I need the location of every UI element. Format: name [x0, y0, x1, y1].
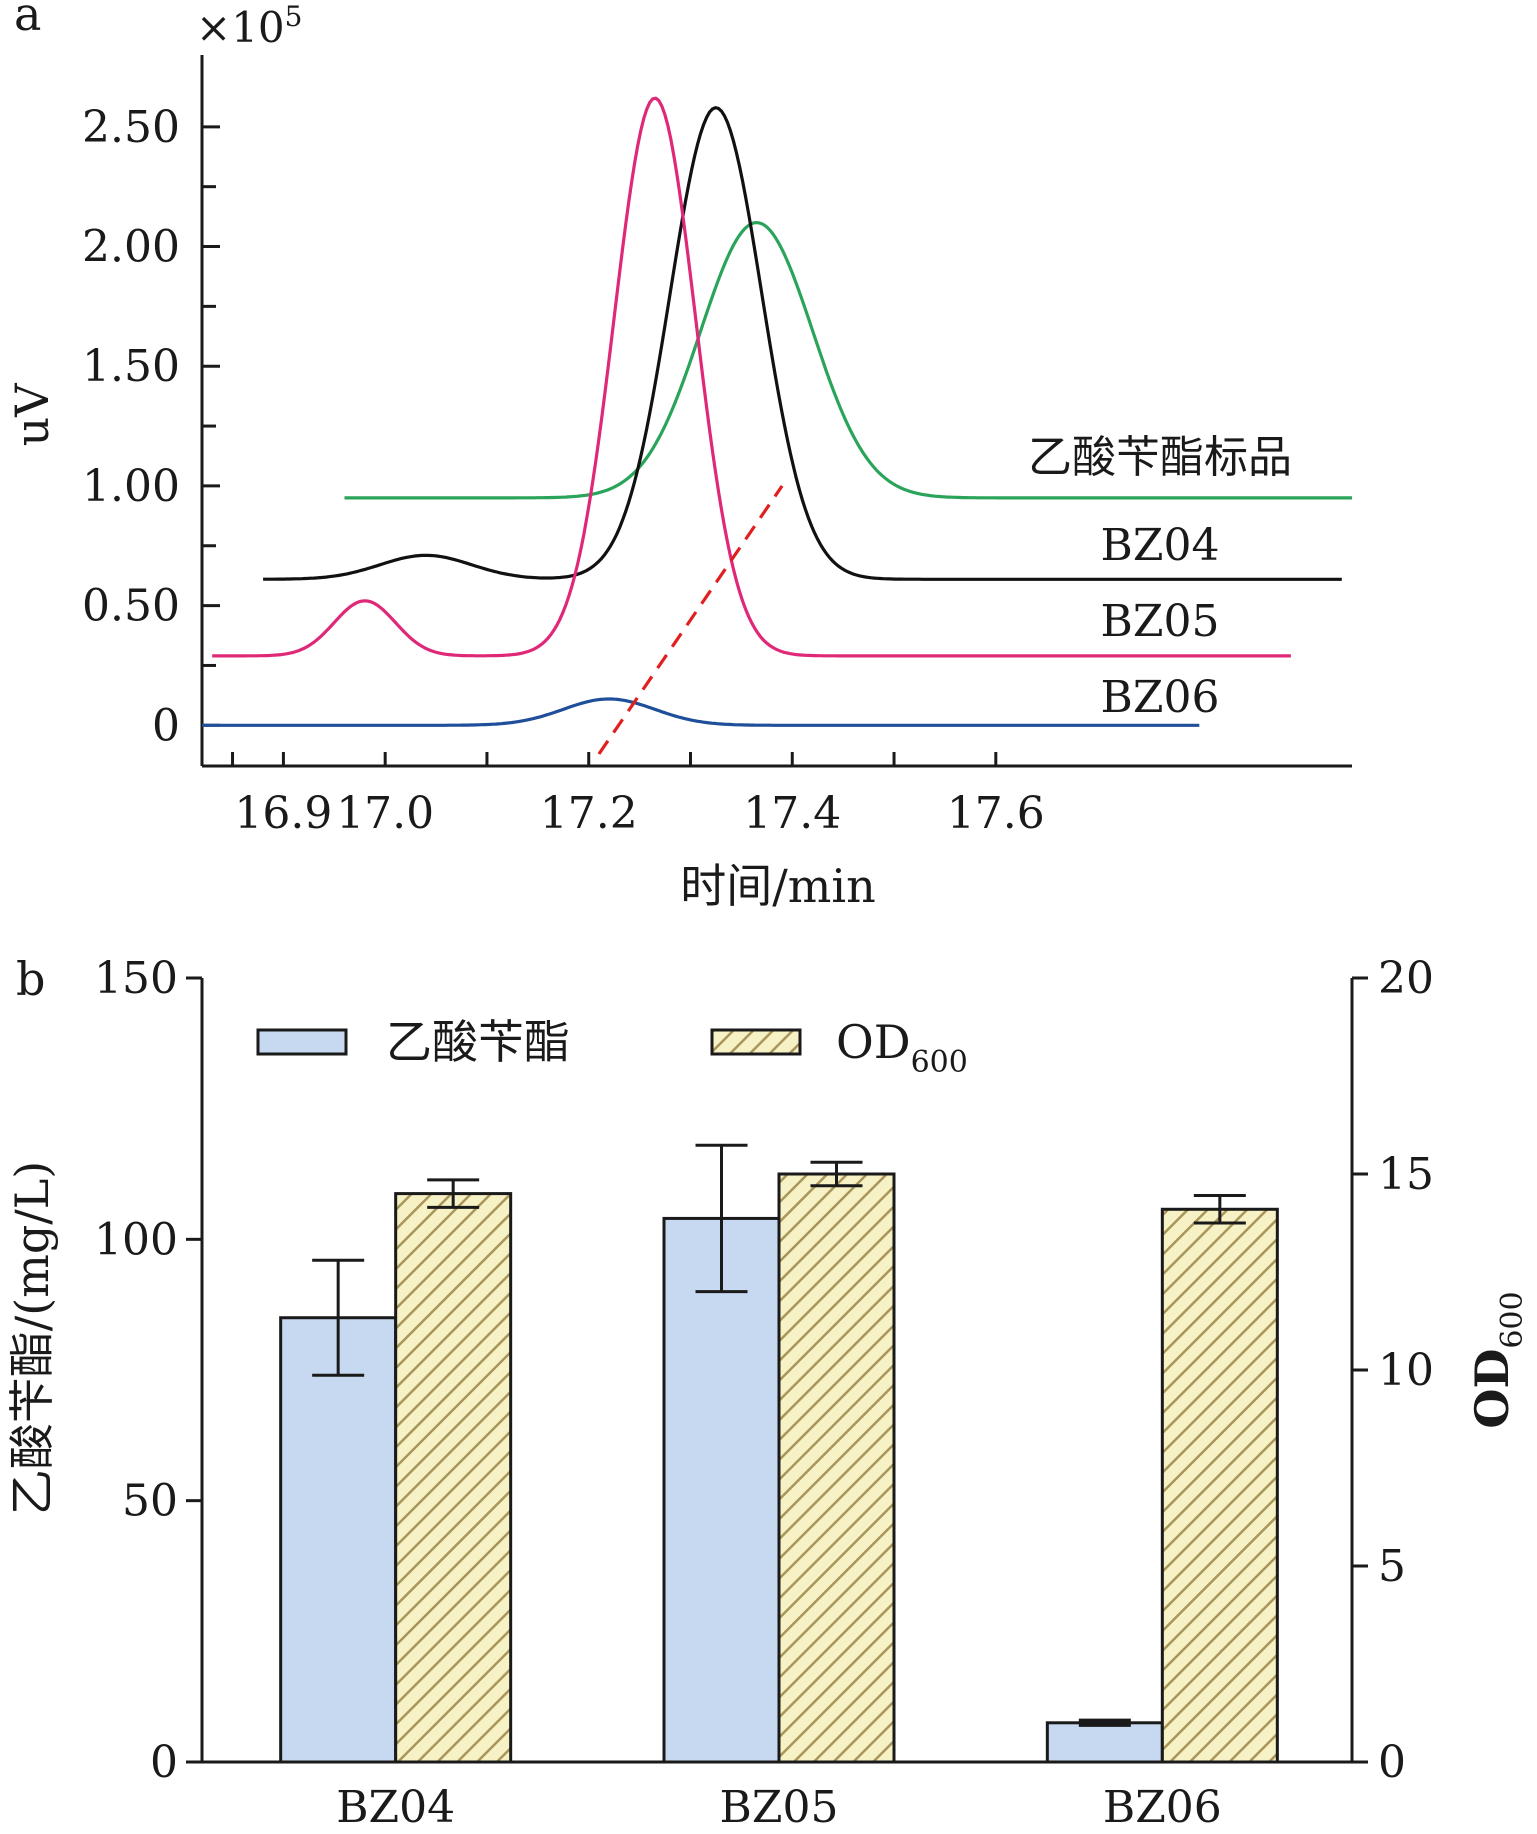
legend-swatch-benzyl-acetate	[256, 1028, 348, 1056]
panel-a-y-tick-label: 0	[152, 700, 180, 751]
panel-a-y-tick-label: 1.50	[82, 341, 180, 392]
legend-swatch-od600	[710, 1028, 802, 1056]
panel-a-y-tick-label: 0.50	[82, 581, 180, 632]
panel-b-right-tick-label: 15	[1378, 1149, 1434, 1200]
panel-b-left-tick-label: 0	[150, 1737, 178, 1788]
panel-a-series-label: BZ04	[1101, 520, 1220, 571]
panel-b-category-label: BZ05	[720, 1782, 839, 1833]
panel-a-y-tick-label: 2.00	[82, 222, 180, 273]
panel-b-left-tick-label: 150	[94, 953, 178, 1004]
panel-b-category-label: BZ06	[1103, 1782, 1222, 1833]
bar-benzyl-acetate	[279, 1316, 398, 1764]
panel-a-x-axis-title: 时间/min	[680, 859, 875, 913]
panel-a-series-line	[344, 220, 1352, 500]
panel-b-letter: b	[16, 952, 45, 1006]
panel-b-left-tick-label: 100	[94, 1214, 178, 1265]
panel-a-series-label: BZ05	[1101, 596, 1220, 647]
panel-a-dashed-annotation	[597, 485, 784, 755]
panel-b-bars: BZ04 BZ05 BZ06	[279, 1143, 1279, 1833]
panel-a-x-tick-label: 17.6	[947, 788, 1045, 839]
bar-od600	[1160, 1207, 1279, 1764]
panel-a-x-tick-label: 17.0	[336, 788, 434, 839]
bar-od600	[777, 1172, 896, 1764]
panel-b-right-tick-label: 0	[1378, 1737, 1406, 1788]
legend-label-benzyl-acetate: 乙酸苄酯	[386, 1015, 570, 1069]
panel-a-x-tick-label: 17.4	[743, 788, 841, 839]
panel-a-y-tick-label: 1.00	[82, 461, 180, 512]
panel-a-x-tick-label: 17.2	[540, 788, 638, 839]
panel-a-series-label: BZ06	[1101, 672, 1220, 723]
panel-a-series-label: 乙酸苄酯标品	[1028, 432, 1292, 483]
panel-a-y-multiplier: ×105	[196, 0, 302, 52]
panel-a-series-line	[202, 697, 1200, 727]
bar-od600	[394, 1192, 513, 1764]
panel-b-y2-axis-title: OD600	[1465, 1291, 1530, 1428]
panel-a-y-tick-label: 2.50	[82, 102, 180, 153]
panel-b-right-tick-label: 10	[1378, 1345, 1434, 1396]
panel-a-letter: a	[14, 0, 41, 41]
panel-a-series-line	[212, 96, 1291, 658]
legend-label-od600: OD600	[836, 1015, 968, 1080]
panel-a-axes: 0 0.50 1.00 1.50 2.00 2.50 16.9 17.0 17.2 17.4 17.…	[82, 55, 1352, 839]
bar-benzyl-acetate	[662, 1216, 781, 1764]
panel-a-series	[202, 96, 1352, 755]
panel-b-y-axis-title: 乙酸苄酯/(mg/L)	[5, 1161, 59, 1516]
panel-a-y-axis-title: uV	[5, 383, 59, 447]
panel-a-series-line	[263, 106, 1342, 581]
panel-b-right-tick-label: 20	[1378, 953, 1434, 1004]
bar-benzyl-acetate	[1045, 1721, 1164, 1764]
panel-a-series-labels: 乙酸苄酯标品 BZ04 BZ05 BZ06	[1028, 432, 1292, 723]
panel-b-right-tick-label: 5	[1378, 1541, 1406, 1592]
panel-a-x-tick-label: 16.9	[234, 788, 332, 839]
panel-b: b 乙酸苄酯/(mg/L) OD600 0 50 100 150 0 5 10 15 20 BZ…	[5, 952, 1530, 1833]
panel-b-legend: 乙酸苄酯 OD600	[256, 1015, 968, 1080]
panel-b-category-label: BZ04	[336, 1782, 455, 1833]
panel-a: a ×105 uV 时间/min 0 0.50 1.00 1.50 2.00 2.50 16…	[5, 0, 1352, 913]
panel-b-left-tick-label: 50	[122, 1476, 178, 1527]
